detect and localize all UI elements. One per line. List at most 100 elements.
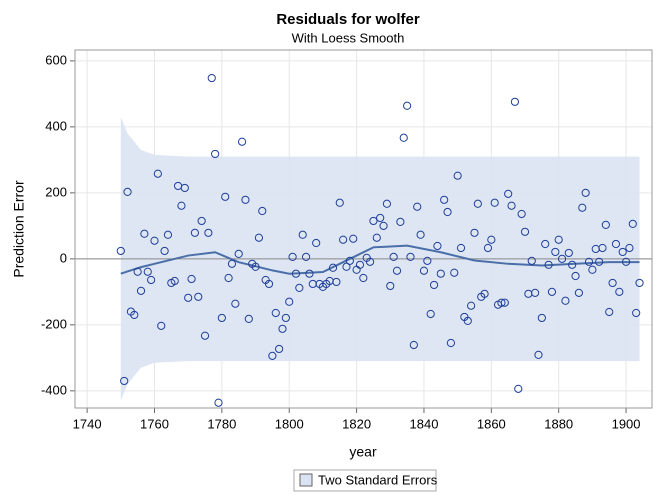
x-tick-label: 1840	[410, 416, 439, 431]
data-point	[339, 235, 348, 244]
data-point	[544, 260, 553, 269]
x-tick-label: 1760	[140, 416, 169, 431]
data-point	[531, 288, 540, 297]
data-point	[554, 235, 563, 244]
data-point	[204, 228, 213, 237]
data-point	[295, 283, 304, 292]
data-point	[190, 228, 200, 237]
data-point	[463, 316, 472, 325]
data-point	[504, 189, 513, 198]
data-point	[285, 297, 294, 306]
data-point	[120, 376, 129, 386]
data-point	[625, 243, 634, 253]
data-point	[480, 289, 489, 298]
data-point	[426, 309, 435, 319]
data-point	[180, 183, 189, 193]
data-point	[571, 271, 580, 281]
data-point	[419, 266, 429, 275]
data-point	[598, 243, 607, 253]
data-point	[271, 308, 280, 318]
data-point	[615, 287, 624, 296]
data-point	[433, 241, 442, 251]
data-point	[143, 267, 152, 276]
data-point	[413, 202, 422, 211]
data-point	[470, 228, 479, 237]
data-point	[140, 229, 149, 238]
data-point	[187, 274, 196, 284]
data-point	[312, 238, 321, 248]
data-point	[605, 307, 614, 317]
data-point	[281, 313, 290, 323]
x-tick-label: 1740	[73, 416, 102, 431]
data-point	[369, 216, 378, 226]
data-point	[403, 101, 412, 110]
data-point	[514, 384, 523, 393]
y-tick-label: 400	[45, 118, 67, 133]
data-point	[409, 340, 418, 350]
data-point	[163, 230, 173, 239]
data-point	[372, 233, 381, 242]
data-point	[551, 247, 560, 257]
data-point	[376, 213, 385, 223]
data-point	[473, 199, 482, 208]
legend-label: Two Standard Errors	[318, 472, 438, 487]
data-point	[520, 227, 530, 236]
data-point	[510, 97, 520, 106]
data-point	[194, 292, 203, 301]
legend-box	[293, 469, 437, 492]
data-point	[305, 269, 314, 278]
data-point	[349, 234, 358, 243]
data-point	[359, 273, 368, 283]
data-point	[200, 331, 210, 340]
data-point	[628, 219, 637, 228]
data-point	[365, 257, 375, 266]
data-point	[500, 298, 509, 307]
data-point	[453, 171, 462, 180]
data-point	[618, 247, 627, 257]
data-point	[561, 296, 570, 305]
data-point	[564, 248, 573, 258]
x-tick-label: 1880	[544, 416, 573, 431]
data-point	[632, 308, 641, 318]
y-tick-label: 200	[45, 184, 67, 199]
data-point	[389, 252, 398, 261]
data-point	[440, 195, 449, 204]
data-point	[588, 265, 597, 274]
data-point	[258, 206, 267, 216]
chart-title: Residuals for wolfer	[276, 11, 420, 28]
x-tick-label: 1900	[612, 416, 641, 431]
data-point	[332, 277, 341, 287]
data-point	[133, 267, 142, 276]
data-point	[574, 288, 584, 297]
data-point	[507, 201, 516, 210]
data-point	[584, 257, 594, 266]
data-point	[130, 310, 139, 320]
data-point	[467, 301, 476, 310]
data-point	[214, 398, 223, 407]
x-axis-label: year	[349, 444, 377, 460]
data-point	[487, 235, 496, 244]
data-point	[254, 233, 264, 242]
data-point	[160, 246, 169, 256]
data-point	[581, 188, 590, 197]
data-point	[342, 262, 351, 271]
y-tick-label: 600	[45, 52, 67, 67]
plot-frame	[74, 49, 653, 409]
data-point	[392, 266, 402, 275]
data-point	[497, 298, 506, 307]
data-point	[147, 275, 156, 285]
data-point	[517, 209, 526, 219]
data-point	[355, 260, 365, 269]
data-point	[443, 207, 452, 217]
data-point	[595, 257, 604, 266]
data-point	[386, 281, 395, 291]
data-point	[288, 252, 297, 261]
x-tick-label: 1800	[275, 416, 304, 431]
data-point	[244, 314, 253, 324]
data-point	[406, 252, 415, 261]
y-tick-label: 0	[60, 250, 67, 265]
x-tick-label: 1780	[207, 416, 236, 431]
data-point	[611, 239, 621, 249]
data-point	[396, 217, 405, 227]
